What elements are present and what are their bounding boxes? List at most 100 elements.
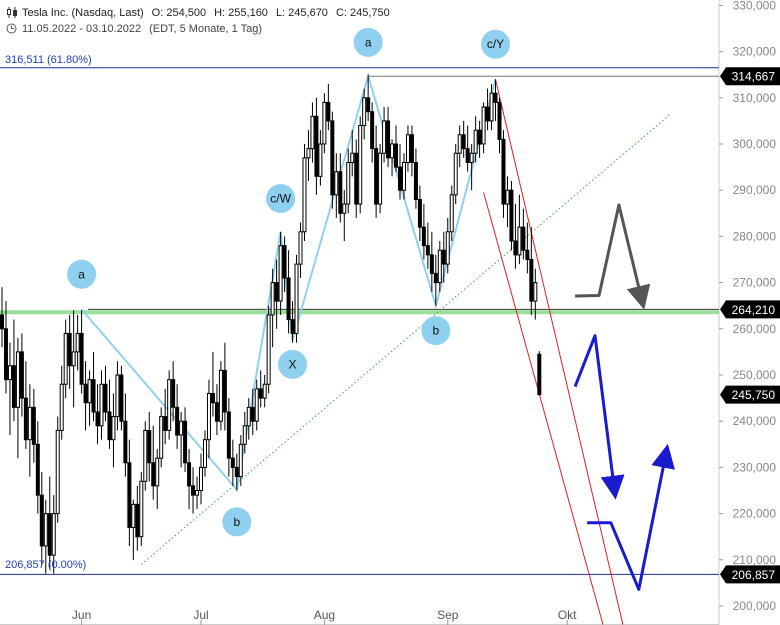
candle <box>310 102 315 163</box>
candle-body-up <box>167 379 172 431</box>
candle-body-down <box>214 402 219 422</box>
candle-body-up <box>505 189 510 205</box>
candle <box>370 102 375 163</box>
candle <box>501 130 506 218</box>
price-box: 314,667 <box>720 67 780 86</box>
candle <box>429 231 434 292</box>
candle <box>71 310 76 408</box>
candle-body-down <box>19 351 24 399</box>
candle <box>262 375 267 408</box>
candle <box>477 120 482 158</box>
candle-body-up <box>342 203 347 214</box>
candle-body-down <box>91 379 96 413</box>
candle <box>266 305 271 394</box>
price-box-bg <box>720 385 780 404</box>
candle-body-down <box>394 143 399 168</box>
candle-body-up <box>99 383 104 427</box>
candle-body-down <box>314 115 319 177</box>
candlestick-icon <box>7 7 17 18</box>
wave-label-text: c/W <box>270 192 291 206</box>
candle <box>421 204 426 260</box>
candle <box>111 393 116 468</box>
candle-body-up <box>298 231 303 265</box>
candle-body-down <box>501 138 506 205</box>
candle-body-up <box>55 429 60 515</box>
candle-body-down <box>421 226 426 247</box>
candle-body-up <box>195 490 200 496</box>
candle-body-down <box>83 383 88 404</box>
y-tick-label: 330,000 <box>733 0 777 12</box>
candle <box>87 370 92 426</box>
candle <box>230 439 235 486</box>
candle-body-down <box>354 152 359 205</box>
support-band <box>0 310 719 315</box>
fib-bottom-label: 206,857 (0.00%) <box>5 559 87 572</box>
candle-body-up <box>473 129 478 154</box>
candle-body-up <box>131 503 136 528</box>
candle <box>401 153 406 200</box>
y-tick-label: 300,000 <box>733 137 777 151</box>
candle <box>433 254 438 306</box>
wave-label-bubble <box>353 27 383 57</box>
candle <box>23 361 28 449</box>
candle <box>151 425 156 500</box>
candle-body-down <box>11 365 16 408</box>
chart-header-range: 11.05.2022 - 03.10.2022 (EDT, 5 Monate, 1… <box>6 23 262 35</box>
candle <box>481 102 486 154</box>
candle-body-up <box>533 282 538 302</box>
candle-body-up <box>437 249 442 284</box>
candle <box>449 185 454 242</box>
candle-body-down <box>429 254 434 274</box>
candle-body-down <box>147 429 152 464</box>
candle-body-up <box>405 134 410 163</box>
candle <box>441 231 446 283</box>
candle <box>358 116 363 214</box>
clock-icon <box>6 23 17 34</box>
candle <box>147 411 152 482</box>
candle-body-down <box>290 319 295 334</box>
candle <box>425 222 430 269</box>
candle-body-up <box>59 383 64 431</box>
wave-label-bubble <box>222 507 252 537</box>
candle-body-down <box>135 503 140 538</box>
candle-body-down <box>127 462 132 528</box>
candle-body-up <box>179 420 184 436</box>
candle <box>226 398 231 477</box>
channel-line-2 <box>483 192 604 625</box>
candle-body-down <box>226 411 231 459</box>
candle-body-up <box>481 106 486 145</box>
candle-body-down <box>274 282 279 302</box>
y-tick-label: 200,000 <box>733 599 777 613</box>
candle-body-up <box>382 120 387 154</box>
candle-body-down <box>67 332 72 367</box>
candle-body-up <box>43 513 48 547</box>
candle-body-up <box>15 351 20 408</box>
price-box: 206,857 <box>720 565 780 584</box>
x-tick-label-okt: Okt <box>558 608 577 622</box>
candle-body-down <box>39 494 44 547</box>
candle <box>445 217 450 274</box>
candle-body-down <box>31 406 36 445</box>
candle-body-up <box>159 416 164 459</box>
candle <box>246 398 251 440</box>
projection-blue-arrow-1 <box>573 334 625 500</box>
candle-body-up <box>206 392 211 441</box>
x-tick-label-jul: Jul <box>193 608 208 622</box>
candle-body-down <box>0 314 4 330</box>
timeframe: (EDT, 5 Monate, 1 Tag) <box>149 23 262 35</box>
candle <box>274 259 279 329</box>
candle-body-up <box>143 429 148 482</box>
candle <box>465 125 470 172</box>
wave-label: c/Y <box>481 29 511 59</box>
low-value: L: 245,670 <box>275 7 328 19</box>
candle <box>202 430 207 477</box>
candle-body-down <box>370 111 375 150</box>
candle-body-up <box>254 388 259 422</box>
candle-body-up <box>111 416 116 441</box>
candle-body-up <box>457 134 462 154</box>
candle-body-down <box>461 134 466 150</box>
candle-body-down <box>234 466 239 478</box>
candle-body-up <box>306 148 311 159</box>
candle <box>497 97 502 154</box>
